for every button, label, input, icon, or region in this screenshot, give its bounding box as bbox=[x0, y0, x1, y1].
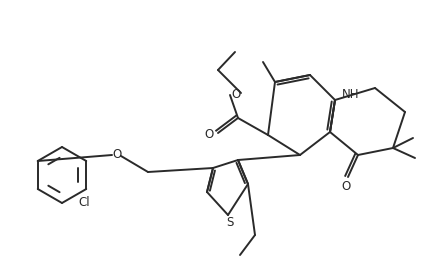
Text: Cl: Cl bbox=[78, 196, 90, 209]
Text: O: O bbox=[204, 128, 214, 141]
Text: O: O bbox=[341, 181, 351, 193]
Text: S: S bbox=[226, 217, 234, 230]
Text: O: O bbox=[232, 88, 241, 100]
Text: O: O bbox=[112, 149, 122, 162]
Text: NH: NH bbox=[342, 88, 360, 101]
